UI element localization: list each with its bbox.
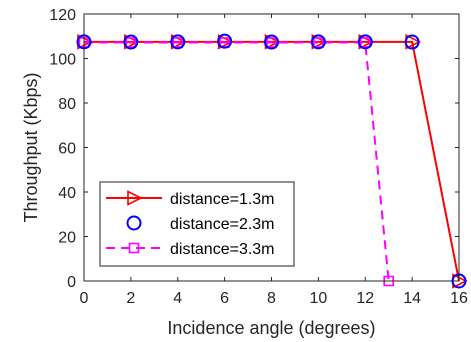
- data-point: [404, 34, 420, 50]
- data-point: [170, 34, 186, 50]
- data-point: [359, 37, 371, 48]
- x-tick-label: 8: [267, 290, 276, 307]
- data-point: [217, 33, 233, 49]
- series-line: [84, 41, 390, 282]
- axes-layer: 0 2 4 6 8 10 12 14 16 0 20 40 60 80 100 120: [49, 7, 468, 307]
- x-tick-label: 12: [356, 290, 374, 307]
- x-tick-label: 14: [403, 290, 421, 307]
- x-tick-label: 0: [80, 290, 89, 307]
- x-tick-label: 6: [220, 290, 229, 307]
- y-tick-label: 40: [58, 185, 76, 202]
- legend-label: distance=2.3m: [170, 216, 275, 233]
- legend-label: distance=3.3m: [170, 241, 275, 258]
- x-tick-label: 16: [450, 290, 468, 307]
- data-point: [313, 37, 324, 48]
- legend-marker: [127, 190, 143, 206]
- y-tick-label: 60: [58, 141, 76, 158]
- data-point: [264, 34, 279, 50]
- y-tick-label: 0: [67, 274, 76, 291]
- data-point: [172, 37, 184, 48]
- legend-marker: [126, 215, 142, 231]
- data-point: [123, 34, 139, 50]
- data-point: [357, 34, 373, 50]
- y-tick-label: 100: [49, 52, 76, 69]
- data-point: [125, 37, 137, 48]
- x-tick-label: 2: [126, 290, 135, 307]
- y-tick-label: 20: [58, 230, 76, 247]
- x-tick-label: 4: [173, 290, 182, 307]
- y-tick-label: 80: [58, 96, 76, 113]
- legend-marker: [128, 242, 140, 254]
- x-tick-label: 10: [309, 290, 327, 307]
- x-axis-label: Incidence angle (degrees): [167, 318, 375, 338]
- y-axis-label: Throughput (Kbps): [21, 72, 41, 222]
- data-point: [310, 34, 326, 50]
- legend: distance=1.3m distance=2.3m distance=3.3m: [99, 181, 295, 267]
- data-point: [266, 37, 277, 48]
- legend-label: distance=1.3m: [170, 191, 275, 208]
- y-tick-label: 120: [49, 7, 76, 24]
